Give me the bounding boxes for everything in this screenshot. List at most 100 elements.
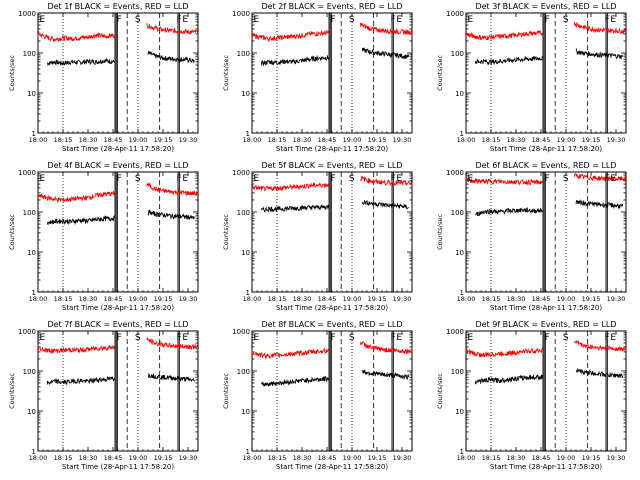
lld-series-line (465, 30, 544, 41)
marker-letter-e: E (468, 333, 474, 343)
detector-panel-9f: Det 9f BLACK = Events, RED = LLD 1 10 100 10… (436, 320, 627, 471)
y-tick-label: 1000 (446, 169, 464, 177)
lld-series-line (37, 190, 116, 203)
x-tick-label: 19:30 (179, 136, 198, 144)
marker-letter-e: E (396, 333, 402, 343)
marker-letter-e: E (254, 15, 260, 25)
x-tick-label: 18:00 (29, 136, 48, 144)
marker-letter-s: S (563, 174, 569, 184)
events-series-line (361, 47, 410, 60)
events-series-line (260, 54, 330, 67)
x-axis-label: Start Time (28-Apr-11 17:58:20) (490, 463, 602, 471)
x-tick-label: 19:30 (393, 295, 412, 303)
y-tick-label: 1000 (446, 10, 464, 18)
x-tick-label: 18:45 (532, 295, 551, 303)
y-tick-label: 1 (32, 448, 36, 456)
y-axis-label: Counts/sec (436, 55, 444, 91)
detector-panel-6f: Det 6f BLACK = Events, RED = LLD 1 10 100 10… (436, 161, 627, 312)
detector-panel-3f: Det 3f BLACK = Events, RED = LLD 1 10 100 10… (436, 2, 627, 153)
marker-letter-f: F (117, 174, 122, 184)
y-tick-label: 1000 (18, 169, 36, 177)
x-tick-label: 18:45 (104, 295, 123, 303)
lld-series-line (251, 347, 330, 359)
events-series-line (261, 375, 330, 387)
panel-title: Det 1f BLACK = Events, RED = LLD (47, 2, 188, 11)
x-tick-label: 18:30 (507, 454, 526, 462)
marker-letter-s: S (135, 333, 141, 343)
x-tick-label: 18:45 (318, 136, 337, 144)
marker-letter-f: F (391, 15, 396, 25)
x-tick-label: 18:30 (293, 454, 312, 462)
marker-letter-s: S (563, 333, 569, 343)
events-series-line (46, 215, 116, 226)
x-axis-label: Start Time (28-Apr-11 17:58:20) (490, 304, 602, 312)
x-tick-label: 18:00 (457, 136, 476, 144)
marker-letter-f: F (331, 15, 336, 25)
panel-title: Det 8f BLACK = Events, RED = LLD (261, 320, 402, 329)
y-axis-label: Counts/sec (8, 214, 16, 250)
y-tick-label: 10 (455, 249, 464, 257)
x-tick-label: 19:00 (343, 136, 362, 144)
detector-panel-8f: Det 8f BLACK = Events, RED = LLD 1 10 100 10… (222, 320, 413, 471)
marker-letter-e: E (610, 174, 616, 184)
lld-series-line (465, 347, 544, 358)
x-tick-label: 18:00 (243, 136, 262, 144)
y-tick-label: 1000 (446, 328, 464, 336)
x-tick-label: 18:45 (104, 454, 123, 462)
marker-letter-e: E (610, 333, 616, 343)
y-tick-label: 100 (237, 368, 250, 376)
events-series-line (575, 47, 624, 60)
x-tick-label: 19:30 (179, 295, 198, 303)
x-tick-label: 18:15 (268, 295, 287, 303)
detector-panel-2f: Det 2f BLACK = Events, RED = LLD 1 10 100 10… (222, 2, 413, 153)
x-tick-label: 18:30 (79, 454, 98, 462)
marker-letter-e: E (182, 333, 188, 343)
events-series-line (147, 50, 196, 64)
y-tick-label: 1000 (232, 10, 250, 18)
y-tick-label: 1 (246, 289, 250, 297)
y-tick-label: 10 (241, 249, 250, 257)
events-series-line (575, 199, 624, 210)
x-axis-label: Start Time (28-Apr-11 17:58:20) (276, 145, 388, 153)
x-tick-label: 19:30 (607, 454, 626, 462)
marker-letter-f: F (545, 15, 550, 25)
x-tick-label: 19:00 (129, 295, 148, 303)
y-tick-label: 100 (237, 209, 250, 217)
x-axis-label: Start Time (28-Apr-11 17:58:20) (62, 145, 174, 153)
lld-series-line (573, 173, 627, 182)
marker-letter-e: E (40, 174, 46, 184)
panel-title: Det 3f BLACK = Events, RED = LLD (475, 2, 616, 11)
y-tick-label: 1 (460, 130, 464, 138)
y-tick-label: 10 (241, 90, 250, 98)
detector-panel-7f: Det 7f BLACK = Events, RED = LLD 1 10 100 10… (8, 320, 199, 471)
x-tick-label: 19:00 (343, 295, 362, 303)
y-tick-label: 10 (455, 90, 464, 98)
x-tick-label: 18:15 (268, 454, 287, 462)
x-tick-label: 18:00 (243, 454, 262, 462)
panel-title: Det 7f BLACK = Events, RED = LLD (47, 320, 188, 329)
y-tick-label: 1 (32, 289, 36, 297)
events-series-line (361, 200, 409, 210)
x-tick-label: 18:30 (507, 136, 526, 144)
y-axis-label: Counts/sec (8, 373, 16, 409)
x-tick-label: 19:15 (154, 454, 173, 462)
plot-frame (37, 171, 199, 293)
x-tick-label: 19:15 (582, 295, 601, 303)
lld-series-line (37, 344, 115, 355)
y-tick-label: 100 (451, 368, 464, 376)
marker-letter-e: E (396, 15, 402, 25)
lld-series-line (465, 177, 543, 186)
y-tick-label: 1 (460, 289, 464, 297)
x-tick-label: 18:15 (54, 454, 73, 462)
plot-frame (251, 330, 413, 452)
x-tick-label: 18:45 (104, 136, 123, 144)
events-series-line (474, 55, 544, 66)
events-series-line (46, 375, 115, 386)
x-tick-label: 19:30 (179, 454, 198, 462)
x-tick-label: 18:00 (457, 295, 476, 303)
panel-title: Det 4f BLACK = Events, RED = LLD (47, 161, 188, 170)
marker-letter-f: F (117, 333, 122, 343)
y-axis-label: Counts/sec (436, 214, 444, 250)
y-tick-label: 1 (246, 448, 250, 456)
